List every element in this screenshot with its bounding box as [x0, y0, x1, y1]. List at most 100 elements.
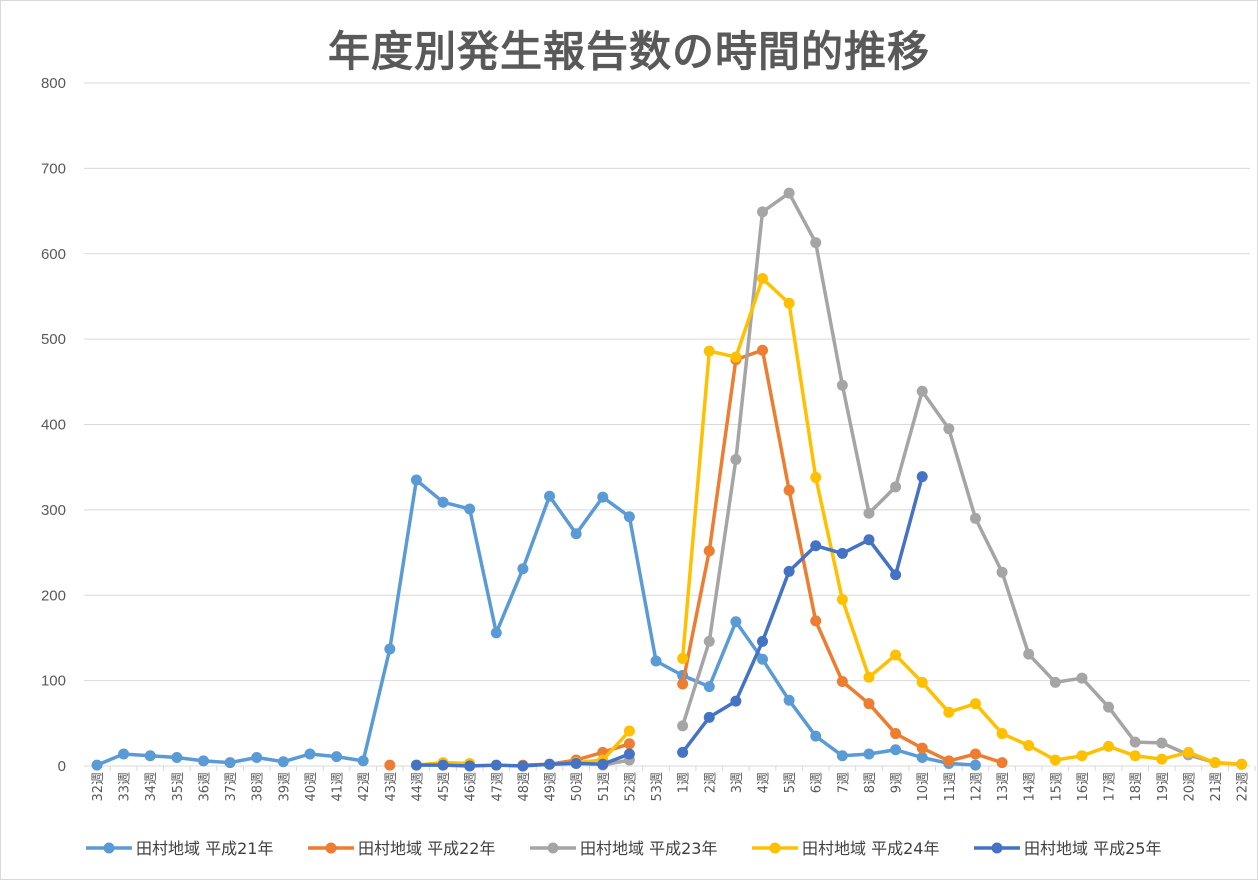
data-point: [810, 615, 822, 627]
data-point: [730, 695, 742, 707]
x-tick-label: 13週: [996, 772, 1011, 802]
data-point: [144, 750, 156, 762]
data-point: [810, 471, 822, 483]
series-5: [410, 471, 928, 772]
legend-item-3: 田村地域 平成23年: [530, 839, 717, 858]
data-point: [1236, 758, 1248, 770]
data-point: [277, 756, 289, 768]
data-point: [969, 698, 981, 710]
y-tick-label: 600: [41, 246, 66, 263]
x-tick-label: 41週: [331, 772, 346, 802]
data-point: [996, 566, 1008, 578]
data-point: [757, 344, 768, 356]
data-point: [677, 746, 689, 758]
data-point: [836, 547, 848, 559]
x-tick-label: 4週: [757, 772, 772, 793]
data-point: [384, 759, 396, 771]
x-tick-label: 22週: [1236, 772, 1251, 802]
data-point: [969, 759, 981, 771]
data-point: [1023, 648, 1035, 660]
data-point: [996, 757, 1008, 769]
data-point: [1182, 746, 1194, 758]
legend-item-1: 田村地域 平成21年: [86, 839, 273, 858]
legend-marker: [991, 842, 1003, 854]
data-point: [224, 757, 236, 769]
x-tick-label: 47週: [490, 772, 505, 802]
data-point: [650, 655, 662, 667]
data-point: [91, 759, 103, 771]
data-point: [703, 545, 715, 557]
data-point: [969, 748, 981, 760]
data-point: [757, 653, 768, 665]
data-point: [863, 748, 875, 760]
data-point: [623, 748, 635, 760]
data-point: [517, 760, 529, 772]
x-tick-label: 37週: [224, 772, 239, 802]
series-line: [680, 276, 1244, 767]
data-point: [943, 706, 955, 718]
data-point: [757, 635, 768, 647]
data-point: [544, 490, 556, 502]
series-3: [597, 187, 1248, 771]
x-tick-label: 12週: [969, 772, 984, 802]
data-point: [890, 728, 902, 740]
legend: 田村地域 平成21年 田村地域 平成22年 田村地域 平成23年 田村地域 平成24年…: [86, 839, 1161, 858]
data-point: [863, 507, 875, 519]
data-point: [916, 751, 928, 763]
x-tick-label: 33週: [118, 772, 133, 802]
x-tick-label: 20週: [1182, 772, 1197, 802]
x-tick-label: 21週: [1209, 772, 1224, 802]
x-tick-label: 10週: [916, 772, 931, 802]
legend-item-5: 田村地域 平成25年: [974, 839, 1161, 858]
data-point: [118, 748, 130, 760]
data-point: [783, 297, 795, 309]
data-point: [996, 728, 1008, 740]
x-tick-label: 2週: [703, 772, 718, 793]
data-point: [437, 759, 449, 771]
legend-label: 田村地域 平成23年: [580, 839, 717, 858]
data-point: [1156, 737, 1168, 749]
data-point: [836, 750, 848, 762]
x-tick-label: 11週: [943, 772, 958, 802]
data-point: [730, 454, 742, 466]
x-tick-label: 50週: [570, 772, 585, 802]
x-tick-label: 46週: [464, 772, 479, 802]
data-point: [597, 758, 609, 770]
x-tick-label: 52週: [623, 772, 638, 802]
x-tick-label: 39週: [277, 772, 292, 802]
data-point: [730, 351, 742, 363]
data-point: [703, 681, 715, 693]
data-point: [836, 379, 848, 391]
x-tick-label: 17週: [1103, 772, 1118, 802]
legend-label: 田村地域 平成22年: [358, 839, 495, 858]
chart-title: 年度別発生報告数の時間的推移: [327, 27, 930, 76]
data-point: [357, 755, 369, 767]
data-point: [810, 540, 822, 552]
data-point: [251, 751, 263, 763]
data-point: [544, 758, 556, 770]
data-point: [783, 484, 795, 496]
x-tick-label: 43週: [384, 772, 399, 802]
legend-marker: [547, 842, 559, 854]
data-point: [730, 616, 742, 628]
x-tick-label: 15週: [1049, 772, 1064, 802]
data-point: [464, 503, 476, 515]
data-point: [890, 569, 902, 581]
x-tick-label: 1週: [677, 772, 692, 793]
data-point: [783, 565, 795, 577]
data-point: [863, 698, 875, 710]
data-point: [810, 237, 822, 249]
data-point: [783, 187, 795, 199]
data-point: [890, 649, 902, 661]
legend-marker: [103, 842, 115, 854]
data-point: [916, 676, 928, 688]
data-point: [677, 652, 689, 664]
x-tick-label: 35週: [171, 772, 186, 802]
x-tick-label: 42週: [357, 772, 372, 802]
data-point: [863, 534, 875, 546]
series-2: [384, 344, 1008, 771]
data-point: [597, 491, 609, 503]
y-tick-label: 100: [41, 673, 66, 690]
data-point: [410, 474, 422, 486]
